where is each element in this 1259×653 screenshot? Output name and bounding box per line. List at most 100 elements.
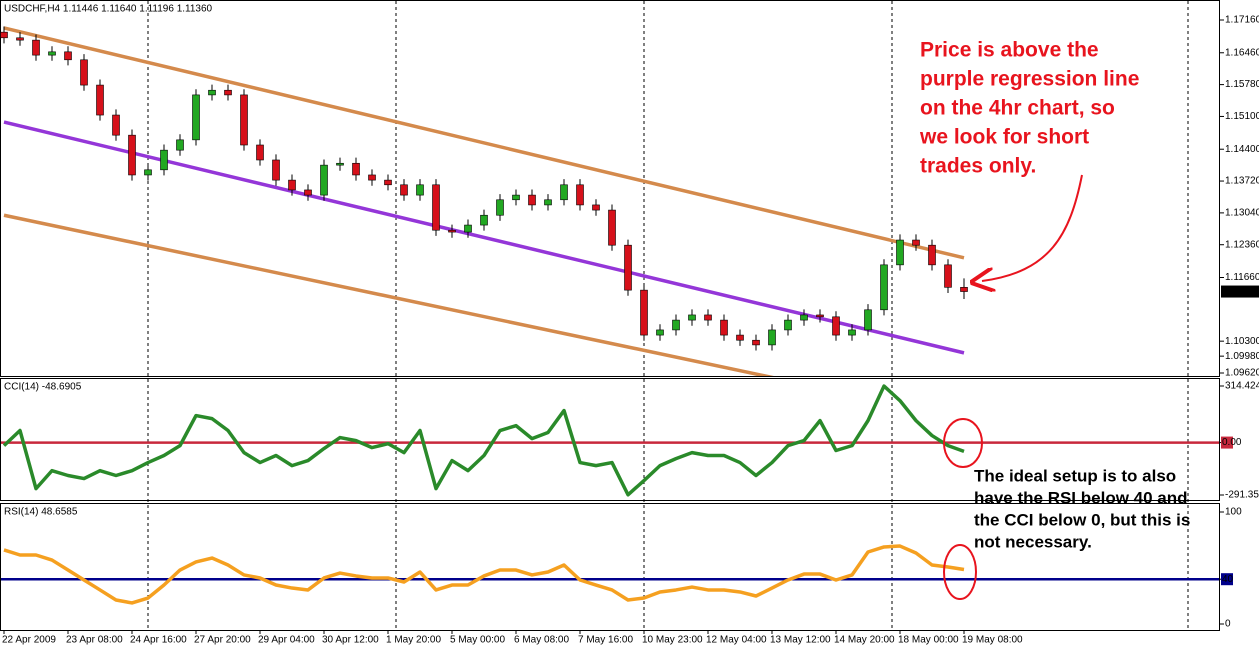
- candle-body: [816, 314, 824, 318]
- candle-body: [720, 319, 728, 336]
- candle-body: [256, 144, 264, 161]
- candle-body: [736, 334, 744, 341]
- candle-body: [160, 149, 168, 171]
- candle-body: [656, 329, 664, 336]
- candle-body: [672, 319, 680, 331]
- candle-body: [112, 114, 120, 136]
- x-tick-label: 27 Apr 20:00: [194, 635, 251, 646]
- candle-body: [400, 184, 408, 196]
- annotation: the CCI below 0, but this is: [974, 510, 1190, 529]
- candle-body: [496, 199, 504, 216]
- candle-body: [688, 314, 696, 321]
- candle-body: [592, 204, 600, 211]
- y-tick-label: 40: [1222, 574, 1234, 585]
- x-tick-label: 23 Apr 08:00: [66, 635, 123, 646]
- annotation: The ideal setup is to also: [974, 466, 1176, 485]
- marks: USDCHF,H4 1.11446 1.11640 1.11196 1.1136…: [0, 4, 1259, 646]
- candle-body: [32, 39, 40, 56]
- y-tick-label: 1.15780: [1225, 79, 1259, 90]
- level-badge: [1221, 573, 1233, 586]
- candle-body: [768, 329, 776, 346]
- candle-body: [304, 189, 312, 196]
- candle-body: [384, 179, 392, 186]
- candle-body: [272, 159, 280, 181]
- annotation: on the 4hr chart, so: [920, 97, 1115, 120]
- x-tick-label: 30 Apr 12:00: [322, 635, 379, 646]
- candle-body: [432, 184, 440, 231]
- y-tick-label: 1.09980: [1225, 351, 1259, 362]
- last-price-badge: [1221, 285, 1259, 298]
- x-tick-label: 18 May 00:00: [898, 635, 959, 646]
- annotation: not necessary.: [974, 532, 1092, 551]
- regression-line: [3, 213, 774, 376]
- arrow: [982, 174, 1083, 281]
- candle-body: [96, 84, 104, 116]
- candle-body: [80, 59, 88, 86]
- x-tick-label: 22 Apr 2009: [2, 635, 56, 646]
- x-tick-label: 13 May 12:00: [770, 635, 831, 646]
- regression-line: [3, 26, 965, 260]
- candle-body: [176, 139, 184, 151]
- candle-body: [320, 164, 328, 196]
- panel-title: USDCHF,H4 1.11446 1.11640 1.11196 1.1136…: [4, 4, 213, 15]
- y-tick-label: 1.16460: [1225, 47, 1259, 58]
- y-tick-label: 1.17160: [1225, 15, 1259, 26]
- candle-body: [48, 51, 56, 56]
- main-panel: [0, 0, 1220, 377]
- candle-body: [880, 264, 888, 311]
- x-tick-label: 29 Apr 04:00: [258, 635, 315, 646]
- x-tick-label: 12 May 04:00: [706, 635, 767, 646]
- candle-body: [944, 264, 952, 288]
- y-tick-label: -291.356: [1225, 490, 1259, 501]
- candle-body: [128, 134, 136, 176]
- candle-body: [16, 37, 24, 41]
- candle-body: [560, 184, 568, 201]
- candle-body: [960, 287, 968, 292]
- candle-body: [480, 214, 488, 226]
- candle-body: [704, 314, 712, 321]
- candle-body: [784, 319, 792, 331]
- highlight-circle: [943, 418, 983, 468]
- y-tick-label: 1.15100: [1225, 111, 1259, 122]
- y-tick-label: 0.00: [1222, 437, 1242, 448]
- candle-body: [800, 314, 808, 321]
- candle-body: [896, 239, 904, 266]
- candle-body: [864, 309, 872, 331]
- y-tick-label: 1.10300: [1225, 336, 1259, 347]
- candle-body: [912, 239, 920, 246]
- candle-body: [0, 31, 8, 39]
- x-tick-label: 6 May 08:00: [514, 635, 569, 646]
- y-tick-label: 100: [1225, 507, 1242, 518]
- panel-title: RSI(14) 48.6585: [4, 507, 78, 518]
- candle-body: [544, 199, 552, 206]
- annotation: we look for short: [919, 126, 1089, 149]
- y-tick-label: 314.424: [1225, 381, 1259, 392]
- candle-body: [64, 51, 72, 61]
- annotation: trades only.: [920, 155, 1036, 178]
- x-tick-label: 19 May 08:00: [962, 635, 1023, 646]
- y-tick-label: 1.13720: [1225, 176, 1259, 187]
- x-tick-label: 7 May 16:00: [578, 635, 633, 646]
- annotation: purple regression line: [920, 68, 1139, 91]
- y-tick-label: 1.12360: [1225, 239, 1259, 250]
- indicator-line: [3, 544, 965, 605]
- candle-body: [448, 229, 456, 233]
- y-tick-label: 1.11660: [1225, 272, 1259, 283]
- candle-body: [528, 194, 536, 206]
- candle-body: [576, 184, 584, 206]
- x-tick-label: 10 May 23:00: [642, 635, 703, 646]
- candle-body: [464, 224, 472, 233]
- candle-body: [240, 94, 248, 146]
- last-price-label: 1.11360: [1223, 286, 1259, 297]
- x-tick-label: 5 May 00:00: [450, 635, 505, 646]
- annotation-main: Price is above the purple regression lin…: [919, 39, 1139, 281]
- candle-body: [512, 194, 520, 201]
- candle-body: [336, 162, 344, 166]
- annotation-note: The ideal setup is to also have the RSI …: [943, 418, 1190, 600]
- candle-body: [416, 184, 424, 196]
- level-badge: [1221, 436, 1233, 449]
- indicator-line: [2, 384, 965, 497]
- candle-body: [832, 316, 840, 336]
